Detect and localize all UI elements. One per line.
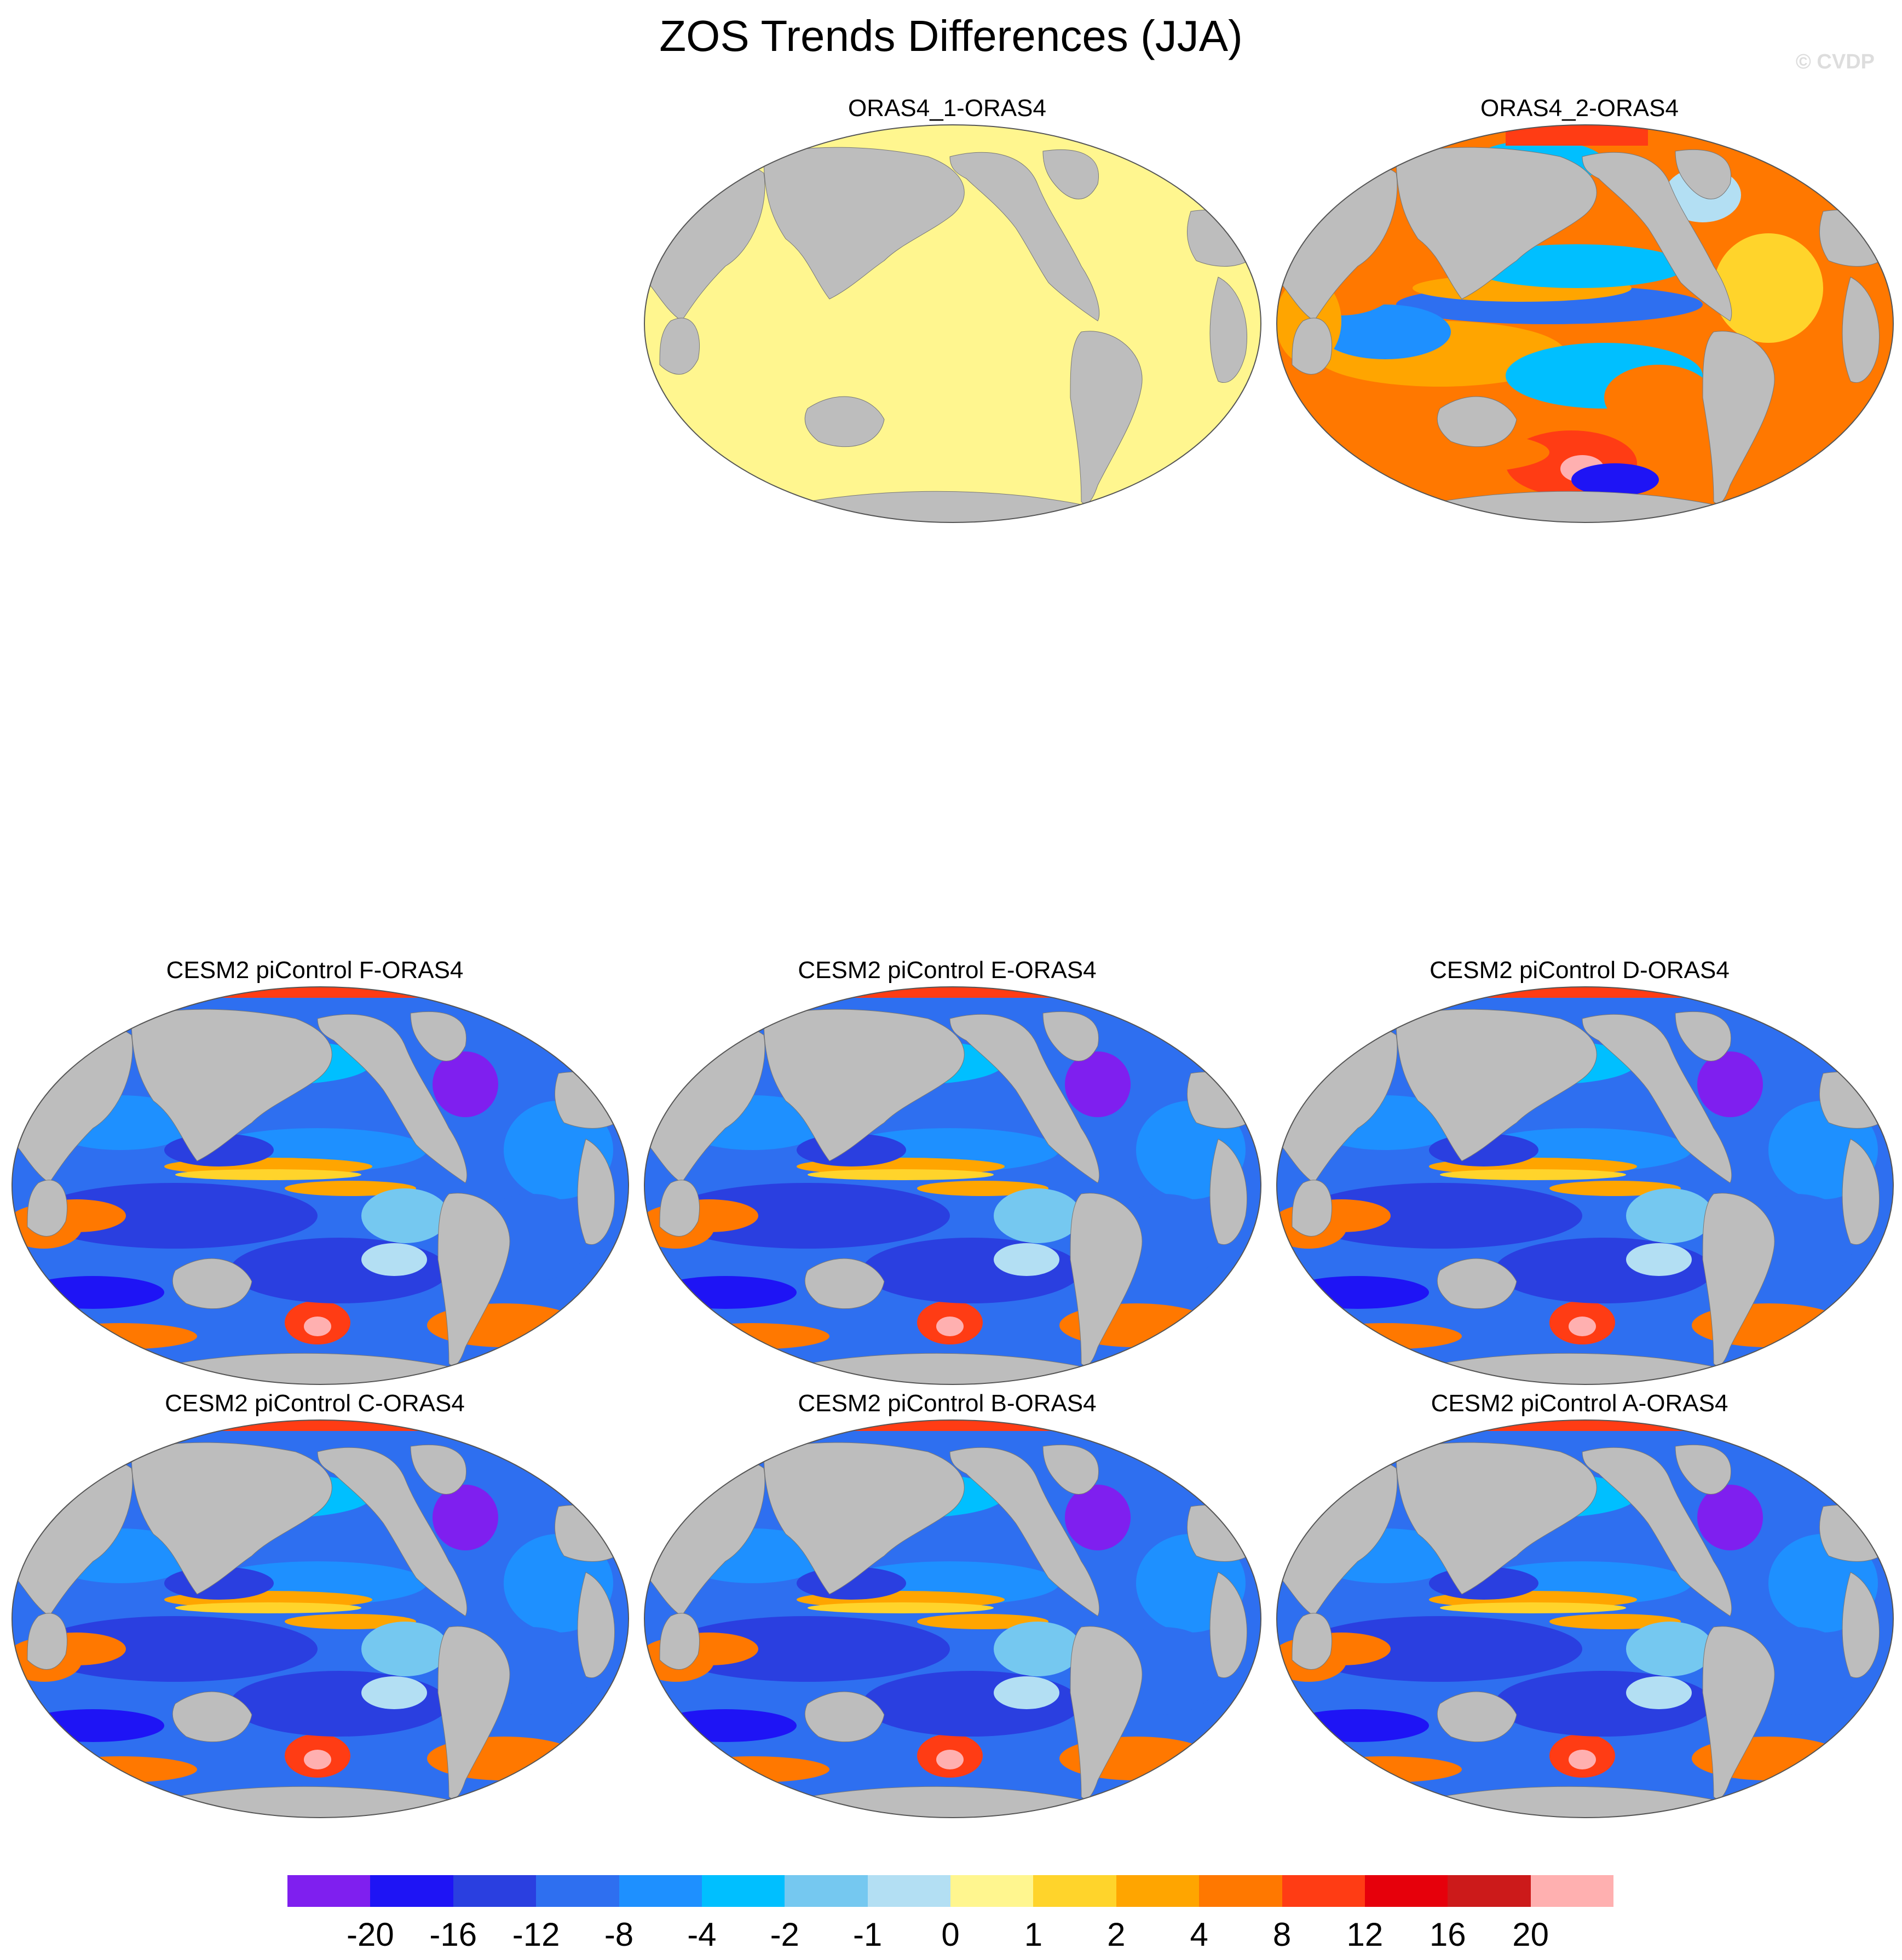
map-cesm2-a	[1276, 1419, 1894, 1818]
colorbar-swatch	[1033, 1875, 1116, 1907]
colorbar-tick-label: 20	[1512, 1916, 1549, 1953]
colorbar-tick-label: -8	[604, 1916, 634, 1953]
map-cesm2-c	[11, 1419, 629, 1818]
colorbar-tick-label: -20	[347, 1916, 394, 1953]
map-panel-cesm2-f: CESM2 piControl F-ORAS4	[3, 955, 629, 1391]
colorbar-tick-label: 4	[1190, 1916, 1208, 1953]
colorbar-swatch	[867, 1875, 950, 1907]
colorbar-swatch	[287, 1875, 371, 1907]
colorbar	[287, 1875, 1613, 1907]
map-panel-cesm2-a: CESM2 piControl A-ORAS4	[1267, 1388, 1894, 1824]
map-panel-cesm2-c: CESM2 piControl C-ORAS4	[3, 1388, 629, 1824]
colorbar-swatch	[453, 1875, 537, 1907]
colorbar-swatch	[950, 1875, 1034, 1907]
map-oras4-1	[644, 124, 1261, 523]
map-panel-oras4-2: ORAS4_2-ORAS4	[1267, 93, 1894, 529]
colorbar-swatch	[619, 1875, 702, 1907]
colorbar-swatch	[701, 1875, 785, 1907]
colorbar-tick-label: -4	[687, 1916, 717, 1953]
colorbar-swatch	[370, 1875, 453, 1907]
colorbar-tick-label: -12	[512, 1916, 560, 1953]
map-panel-cesm2-d: CESM2 piControl D-ORAS4	[1267, 955, 1894, 1391]
colorbar-swatch	[536, 1875, 619, 1907]
panel-title: ORAS4_2-ORAS4	[1480, 95, 1679, 122]
colorbar-tick-label: -16	[429, 1916, 477, 1953]
map-panel-cesm2-e: CESM2 piControl E-ORAS4	[635, 955, 1261, 1391]
panel-title: CESM2 piControl B-ORAS4	[798, 1390, 1097, 1417]
colorbar-swatch	[1282, 1875, 1365, 1907]
colorbar-tick-label: -2	[770, 1916, 799, 1953]
figure-title: ZOS Trends Differences (JJA)	[659, 12, 1243, 60]
panel-title: CESM2 piControl D-ORAS4	[1430, 957, 1730, 984]
colorbar-tick-label: 0	[941, 1916, 960, 1953]
colorbar-swatch	[1116, 1875, 1200, 1907]
colorbar-swatch	[1530, 1875, 1613, 1907]
map-cesm2-d	[1276, 986, 1894, 1385]
map-panel-oras4-1: ORAS4_1-ORAS4	[635, 93, 1261, 529]
colorbar-tick-label: 1	[1024, 1916, 1043, 1953]
colorbar-tick-label: 12	[1346, 1916, 1384, 1953]
colorbar-tick-label: -1	[852, 1916, 883, 1953]
colorbar-tick-label: 8	[1272, 1916, 1292, 1953]
cvdp-watermark: © CVDP	[1795, 50, 1875, 73]
map-panel-cesm2-b: CESM2 piControl B-ORAS4	[635, 1388, 1261, 1824]
colorbar-swatch	[1448, 1875, 1531, 1907]
panel-title: CESM2 piControl E-ORAS4	[798, 957, 1097, 984]
colorbar-swatch	[1199, 1875, 1282, 1907]
panel-title: CESM2 piControl C-ORAS4	[165, 1390, 465, 1417]
map-cesm2-b	[644, 1419, 1261, 1818]
colorbar-swatch	[1364, 1875, 1448, 1907]
colorbar-tick-label: 16	[1429, 1916, 1466, 1953]
map-cesm2-f	[11, 986, 629, 1385]
colorbar-tick-label: 2	[1107, 1916, 1126, 1953]
map-cesm2-e	[644, 986, 1261, 1385]
map-oras4-2	[1276, 124, 1894, 523]
panel-title: CESM2 piControl F-ORAS4	[166, 957, 464, 984]
colorbar-swatch	[785, 1875, 868, 1907]
panel-title: ORAS4_1-ORAS4	[848, 95, 1046, 122]
panel-title: CESM2 piControl A-ORAS4	[1431, 1390, 1728, 1417]
